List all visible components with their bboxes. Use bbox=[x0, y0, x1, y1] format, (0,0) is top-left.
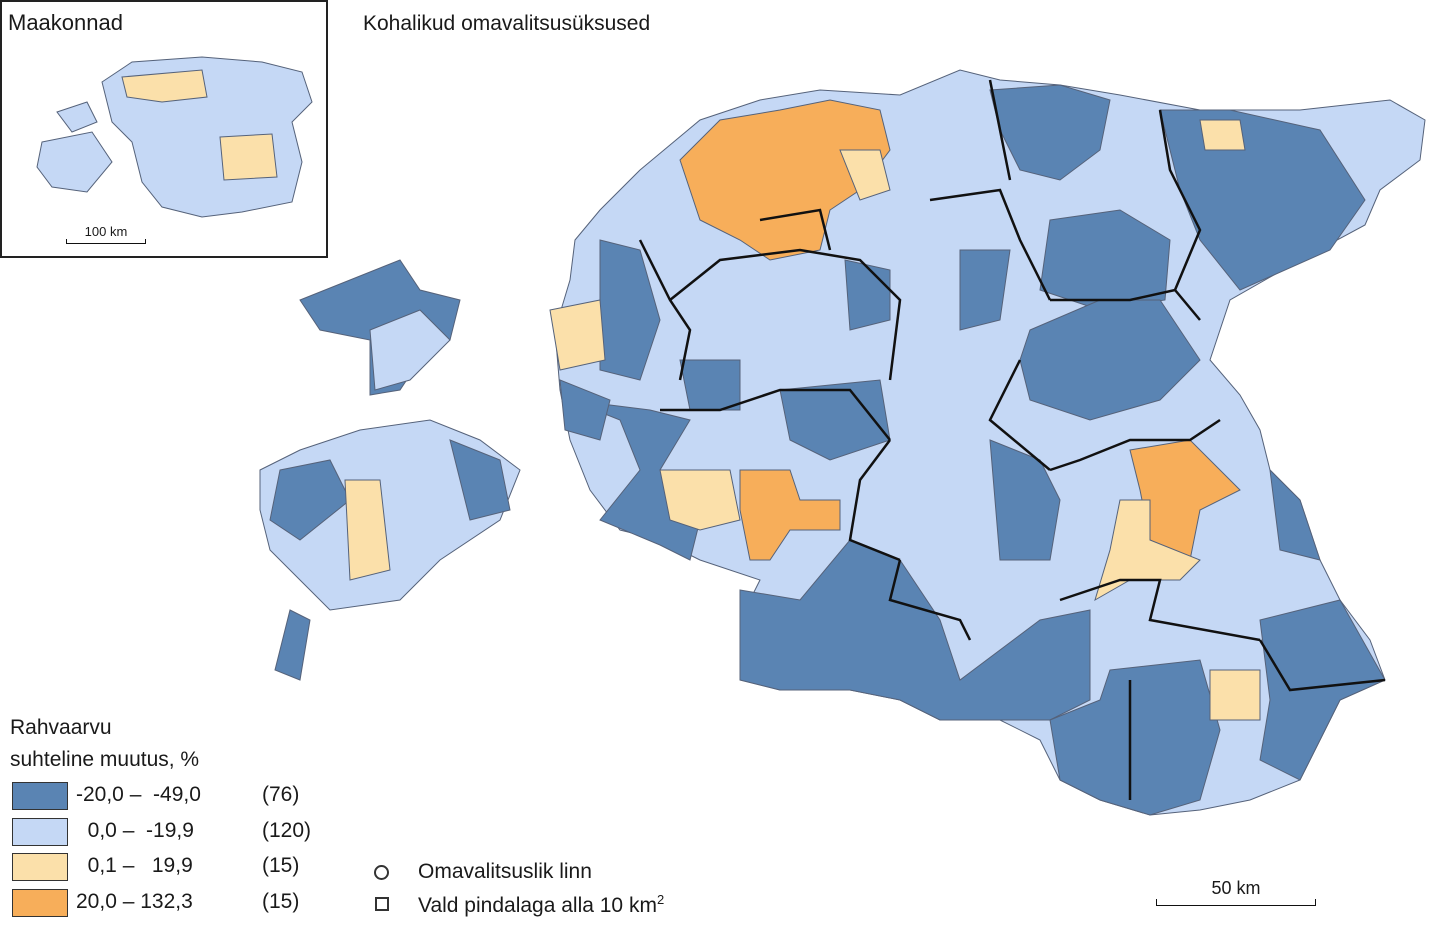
orange-region bbox=[1129, 439, 1241, 561]
island-saaremaa-dark bbox=[269, 459, 351, 541]
legend-count: (120) bbox=[262, 819, 312, 842]
small-parish-text: Vald pindalaga alla 10 km bbox=[418, 894, 657, 917]
legend-swatch bbox=[12, 782, 68, 810]
legend-class-1: -20,0 – -49,0 (76) bbox=[12, 782, 332, 812]
map-title: Kohalikud omavalitsusüksused bbox=[363, 12, 651, 35]
legend-swatch bbox=[12, 889, 68, 917]
legend-count: (76) bbox=[262, 783, 300, 806]
legend-class-2: 0,0 – -19,9 (120) bbox=[12, 818, 332, 848]
legend-range: 0,0 – -19,9 bbox=[76, 819, 194, 842]
legend-count: (15) bbox=[262, 890, 300, 913]
legend-range: -20,0 – -49,0 bbox=[76, 783, 201, 806]
legend-count: (15) bbox=[262, 854, 300, 877]
map-scale-bar: 50 km bbox=[1156, 878, 1316, 906]
dark-region bbox=[1039, 209, 1171, 311]
map-scale-line bbox=[1156, 899, 1316, 906]
legend-title: Rahvaarvu suhteline muutus, % bbox=[10, 712, 199, 776]
dark-region bbox=[779, 379, 891, 461]
inset-scale-line bbox=[66, 239, 146, 244]
town-circle-icon bbox=[374, 865, 389, 880]
inset-scale-bar: 100 km bbox=[66, 224, 146, 244]
legend-class-3: 0,1 – 19,9 (15) bbox=[12, 853, 332, 883]
legend-small-parish-label: Vald pindalaga alla 10 km2 bbox=[418, 892, 664, 918]
legend-title-line1: Rahvaarvu bbox=[10, 716, 112, 739]
island-sorve bbox=[274, 609, 311, 681]
pale-region bbox=[1094, 499, 1201, 602]
legend-class-4: 20,0 – 132,3 (15) bbox=[12, 889, 332, 919]
island-saaremaa-dark bbox=[449, 439, 511, 521]
dark-region bbox=[989, 84, 1111, 181]
island-saaremaa-pale bbox=[344, 479, 391, 581]
legend-title-line2: suhteline muutus, % bbox=[10, 748, 200, 771]
legend-swatch bbox=[12, 818, 68, 846]
pale-region bbox=[839, 149, 891, 201]
island-hiiumaa-east bbox=[369, 309, 451, 391]
inset-title: Maakonnad bbox=[8, 10, 123, 35]
dark-region bbox=[569, 399, 701, 561]
dark-region bbox=[1269, 468, 1321, 561]
pale-region bbox=[1199, 119, 1246, 151]
map-scale-label: 50 km bbox=[1211, 878, 1261, 898]
dark-region bbox=[959, 249, 1011, 331]
pale-region bbox=[1209, 669, 1261, 721]
parish-square-icon bbox=[375, 897, 389, 911]
legend-town-label: Omavalitsuslik linn bbox=[418, 860, 592, 883]
legend-range: 20,0 – 132,3 bbox=[76, 890, 193, 913]
dark-region bbox=[844, 259, 891, 331]
inset-panel bbox=[0, 0, 328, 258]
dark-region bbox=[1159, 109, 1366, 291]
small-parish-sup: 2 bbox=[656, 892, 665, 907]
island-muhu bbox=[559, 379, 611, 441]
dark-region bbox=[1259, 599, 1386, 781]
dark-region bbox=[989, 439, 1061, 561]
orange-region bbox=[739, 469, 841, 561]
legend-swatch bbox=[12, 853, 68, 881]
orange-region bbox=[679, 99, 891, 261]
dark-region bbox=[679, 359, 741, 411]
inset-county-map bbox=[36, 56, 313, 218]
inset-scale-label: 100 km bbox=[84, 224, 128, 239]
legend-range: 0,1 – 19,9 bbox=[76, 854, 193, 877]
pale-region bbox=[549, 299, 606, 371]
pale-region bbox=[659, 469, 741, 531]
